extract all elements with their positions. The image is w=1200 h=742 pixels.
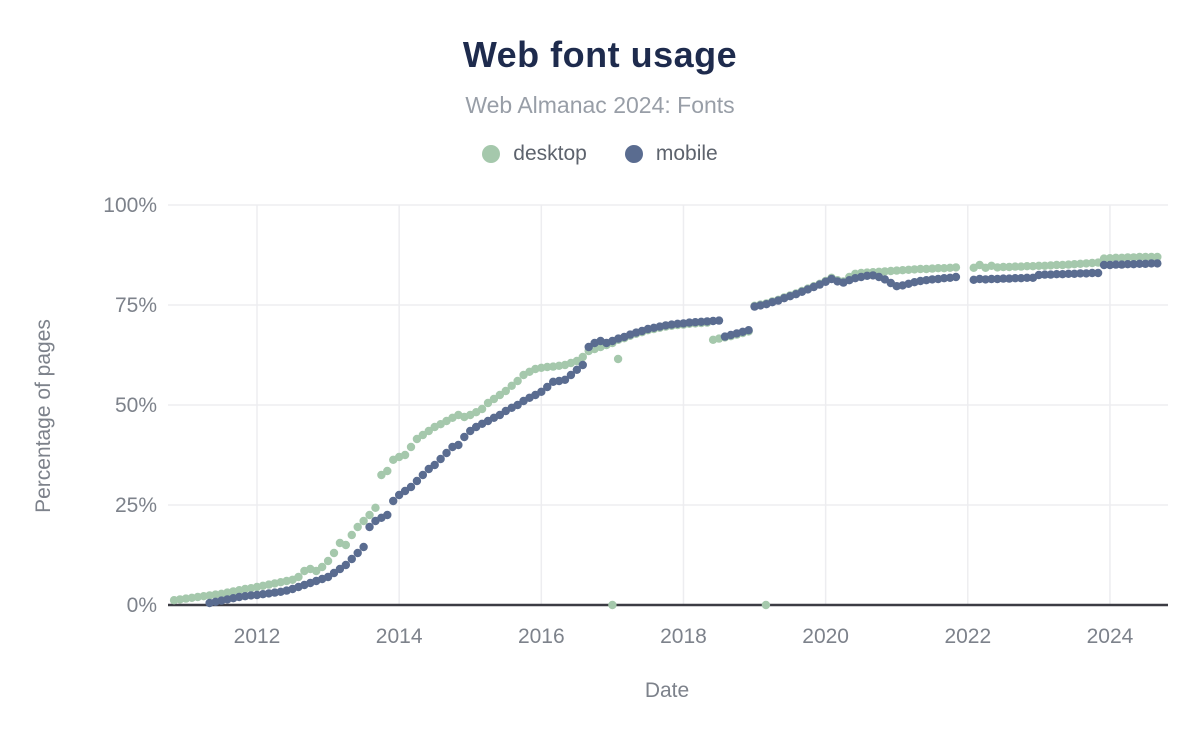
y-tick-label: 50% bbox=[115, 394, 157, 417]
y-tick-labels: 0% 25% 50% 75% 100% bbox=[103, 194, 157, 617]
mobile-swatch-icon bbox=[624, 145, 643, 163]
x-tick-label: 2022 bbox=[944, 625, 991, 648]
desktop-swatch-icon bbox=[482, 145, 501, 163]
y-tick-label: 0% bbox=[127, 594, 157, 617]
y-axis-title: Percentage of pages bbox=[32, 319, 55, 513]
x-tick-labels: 2012 2014 2016 2018 2020 2022 2024 bbox=[234, 625, 1134, 648]
series-mobile-points bbox=[205, 259, 1162, 608]
x-tick-label: 2018 bbox=[660, 625, 707, 648]
legend: desktop mobile bbox=[0, 142, 1200, 166]
x-tick-label: 2020 bbox=[802, 625, 849, 648]
x-axis-title: Date bbox=[645, 679, 689, 702]
chart-subtitle: Web Almanac 2024: Fonts bbox=[465, 92, 735, 118]
legend-label-desktop: desktop bbox=[513, 142, 587, 165]
desktop-outlier-point bbox=[613, 354, 623, 364]
legend-item-mobile[interactable]: mobile bbox=[624, 142, 718, 166]
series-desktop-points bbox=[169, 252, 1162, 610]
y-gridlines bbox=[168, 204, 1168, 506]
y-tick-label: 75% bbox=[115, 294, 157, 317]
x-tick-label: 2012 bbox=[234, 625, 281, 648]
desktop-outlier-point bbox=[761, 600, 771, 610]
x-tick-label: 2024 bbox=[1087, 625, 1134, 648]
y-tick-label: 100% bbox=[103, 194, 157, 217]
legend-item-desktop[interactable]: desktop bbox=[482, 142, 587, 166]
x-tick-label: 2014 bbox=[376, 625, 423, 648]
chart-title: Web font usage bbox=[462, 34, 738, 75]
desktop-outlier-point bbox=[608, 600, 617, 610]
legend-label-mobile: mobile bbox=[655, 142, 718, 165]
y-tick-label: 25% bbox=[115, 494, 157, 517]
x-tick-label: 2016 bbox=[518, 625, 565, 648]
